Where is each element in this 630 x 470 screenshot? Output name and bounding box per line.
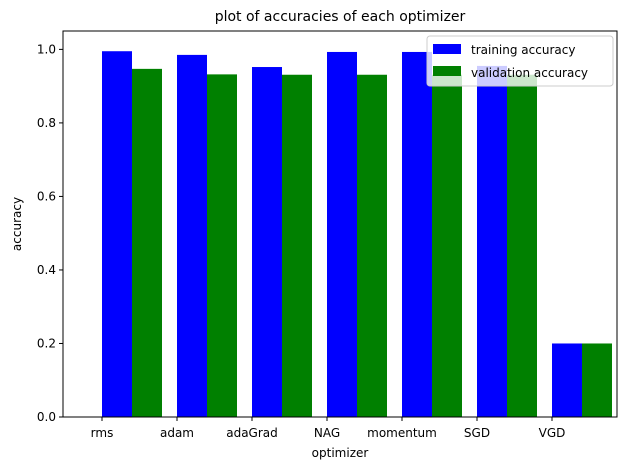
- bar-training-momentum: [402, 51, 432, 417]
- y-tick-label: 0.4: [37, 263, 56, 277]
- y-axis: 0.0 0.2 0.4 0.6 0.8 1.0: [37, 42, 63, 424]
- y-axis-label: accuracy: [10, 197, 24, 251]
- bar-validation-adaGrad: [282, 74, 312, 417]
- y-tick-label: 0.0: [37, 410, 56, 424]
- bar-training-adam: [177, 54, 207, 418]
- x-tick-label-VGD: VGD: [539, 426, 566, 440]
- x-tick-label-SGD: SGD: [464, 426, 490, 440]
- y-tick-label: 1.0: [37, 42, 56, 56]
- x-tick-label-NAG: NAG: [314, 426, 340, 440]
- bar-training-VGD: [552, 343, 582, 417]
- bar-validation-adam: [207, 74, 237, 417]
- legend-swatch-validation: [433, 66, 461, 76]
- bar-validation-VGD: [582, 343, 612, 417]
- x-tick-label-adaGrad: adaGrad: [226, 426, 278, 440]
- plot-frame: [62, 30, 618, 418]
- x-tick-label-momentum: momentum: [367, 426, 437, 440]
- bar-training-rms: [102, 51, 132, 417]
- y-tick-label: 0.8: [37, 116, 56, 130]
- x-tick-label-adam: adam: [160, 426, 194, 440]
- bar-validation-rms: [132, 68, 162, 418]
- legend-label-training: training accuracy: [471, 43, 575, 57]
- y-tick-label: 0.6: [37, 189, 56, 203]
- bar-training-SGD: [477, 65, 507, 417]
- x-axis-label: optimizer: [312, 446, 369, 460]
- bar-validation-momentum: [432, 74, 462, 417]
- legend-swatch-training: [433, 44, 461, 54]
- legend: training accuracy validation accuracy: [426, 35, 614, 87]
- chart-title: plot of accuracies of each optimizer: [215, 9, 466, 25]
- y-tick-label: 0.2: [37, 336, 56, 350]
- bar-validation-NAG: [357, 74, 387, 417]
- legend-label-validation: validation accuracy: [471, 66, 588, 80]
- bar-validation-SGD: [507, 74, 537, 417]
- bars-layer: [102, 51, 612, 418]
- bar-training-adaGrad: [252, 67, 282, 417]
- x-axis: rms adam adaGrad NAG momentum SGD VGD: [91, 417, 566, 440]
- legend-box: [426, 35, 614, 87]
- x-tick-label-rms: rms: [91, 426, 114, 440]
- bar-training-NAG: [327, 51, 357, 417]
